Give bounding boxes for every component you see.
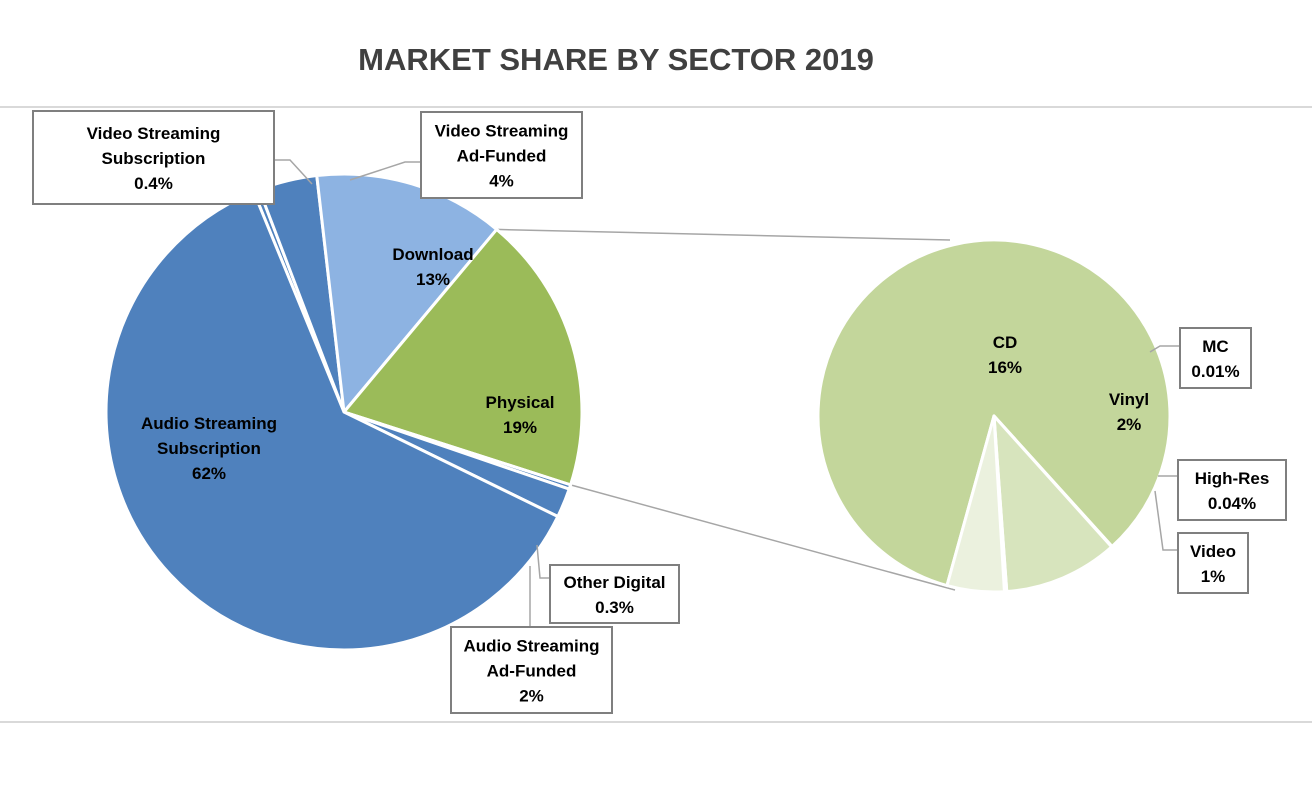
data-label-video: Video 1% — [1154, 490, 1249, 594]
connector-line-bottom — [570, 484, 956, 591]
secondary-slice-cd — [816, 238, 1172, 588]
data-label-mc: MC 0.01% — [1149, 327, 1252, 389]
label-line: MC — [1202, 337, 1228, 356]
secondary-pie — [816, 238, 1172, 594]
label-line: Vinyl — [1109, 390, 1149, 409]
top-divider — [0, 106, 1312, 108]
label-line: 62% — [192, 464, 226, 483]
main-pie — [104, 172, 584, 652]
label-line: Audio Streaming — [141, 414, 277, 433]
leader-line — [274, 159, 313, 185]
label-line: 2% — [519, 687, 544, 706]
data-label-other-digital: Other Digital 0.3% — [536, 544, 680, 624]
data-label-download: Download 13% — [392, 245, 473, 289]
data-label-audio-streaming-subscription: Audio Streaming Subscription 62% — [141, 414, 277, 483]
data-label-high-res: High-Res 0.04% — [1158, 459, 1287, 521]
leader-line — [1149, 345, 1180, 353]
main-slice-audio-streaming-subscription — [104, 190, 560, 652]
label-box — [1179, 327, 1252, 389]
data-label-video-streaming-subscription: Video Streaming Subscription 0.4% — [32, 110, 313, 205]
label-line: Video Streaming — [87, 124, 221, 143]
secondary-slice-video — [945, 414, 1006, 594]
leader-line — [349, 161, 421, 181]
label-box — [1177, 532, 1249, 594]
label-line: Video — [1190, 542, 1236, 561]
label-line: Video Streaming — [435, 122, 569, 141]
label-line: Download — [392, 245, 473, 264]
label-line: Ad-Funded — [487, 662, 577, 681]
label-box — [450, 626, 613, 714]
data-label-cd: CD 16% — [988, 333, 1022, 377]
label-line: Ad-Funded — [457, 147, 547, 166]
data-label-physical: Physical 19% — [486, 393, 555, 437]
label-line: 0.4% — [134, 174, 173, 193]
pie-connector-lines — [496, 228, 956, 591]
label-line: 0.01% — [1191, 362, 1239, 381]
data-label-audio-streaming-ad-funded: Audio Streaming Ad-Funded 2% — [450, 566, 613, 714]
label-line: 4% — [489, 172, 514, 191]
label-line: Physical — [486, 393, 555, 412]
label-line: 0.3% — [595, 598, 634, 617]
main-slice-download — [315, 172, 499, 414]
label-line: 13% — [416, 270, 450, 289]
label-line: 16% — [988, 358, 1022, 377]
secondary-slice-vinyl — [992, 414, 1114, 594]
label-line: Audio Streaming — [463, 637, 599, 656]
label-line: 0.04% — [1208, 494, 1256, 513]
leader-line — [536, 544, 550, 579]
label-box — [420, 111, 583, 199]
label-line: CD — [993, 333, 1018, 352]
label-box — [549, 564, 680, 624]
label-line: 1% — [1201, 567, 1226, 586]
main-slice-physical — [342, 227, 584, 487]
chart-title: MARKET SHARE BY SECTOR 2019 — [358, 42, 874, 77]
label-line: Subscription — [102, 149, 206, 168]
connector-line-top — [496, 228, 951, 241]
label-line: Other Digital — [563, 573, 665, 592]
label-box — [32, 110, 275, 205]
label-box — [1177, 459, 1287, 521]
data-label-vinyl: Vinyl 2% — [1109, 390, 1149, 434]
leader-line — [1154, 490, 1178, 551]
label-line: 2% — [1117, 415, 1142, 434]
bottom-divider — [0, 721, 1312, 723]
label-line: High-Res — [1195, 469, 1270, 488]
data-label-video-streaming-ad-funded: Video Streaming Ad-Funded 4% — [349, 111, 583, 199]
label-line: Subscription — [157, 439, 261, 458]
label-line: 19% — [503, 418, 537, 437]
